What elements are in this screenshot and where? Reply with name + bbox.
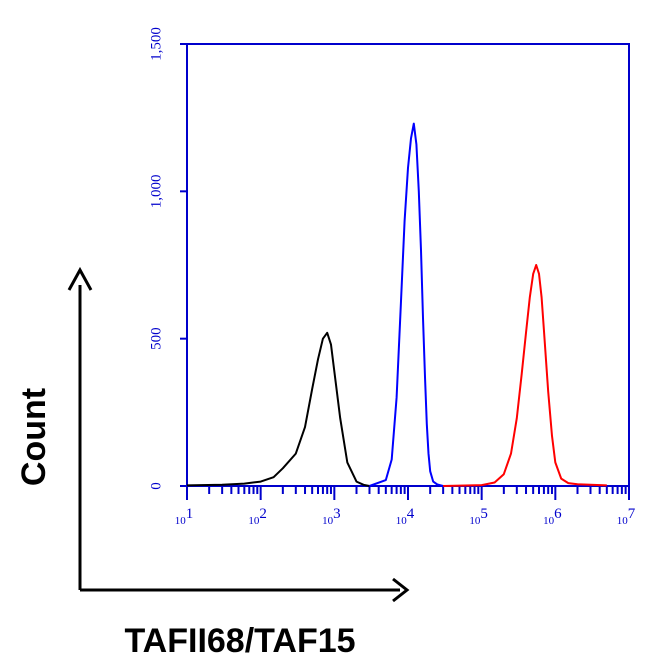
- x-tick-label: 107: [617, 506, 636, 527]
- series-line-2: [369, 122, 444, 487]
- x-tick-label: 103: [322, 506, 341, 527]
- series-layer: [186, 122, 607, 487]
- series-line-3: [443, 264, 607, 487]
- x-tick-label: 104: [396, 506, 415, 527]
- x-tick-label: 105: [469, 506, 488, 527]
- y-tick-label: 500: [148, 327, 164, 350]
- x-axis-arrow: [80, 577, 410, 603]
- x-axis-title: TAFII68/TAF15: [124, 622, 355, 660]
- plot-frame: [186, 43, 630, 487]
- x-tick-label: 106: [543, 506, 562, 527]
- x-tick-label: 101: [175, 506, 194, 527]
- y-axis-arrow: [67, 266, 93, 590]
- y-tick-label: 1,500: [148, 27, 164, 61]
- y-tick-label: 0: [148, 482, 164, 490]
- x-tick-label: 102: [248, 506, 267, 527]
- y-tick-label: 1,000: [148, 174, 164, 208]
- y-axis-title: Count: [15, 388, 53, 486]
- x-axis-ticks: 101 102 103 104 105 106 107: [175, 486, 636, 527]
- series-line-1: [186, 331, 370, 487]
- y-axis-ticks: 0 500 1,000 1,500: [148, 27, 187, 490]
